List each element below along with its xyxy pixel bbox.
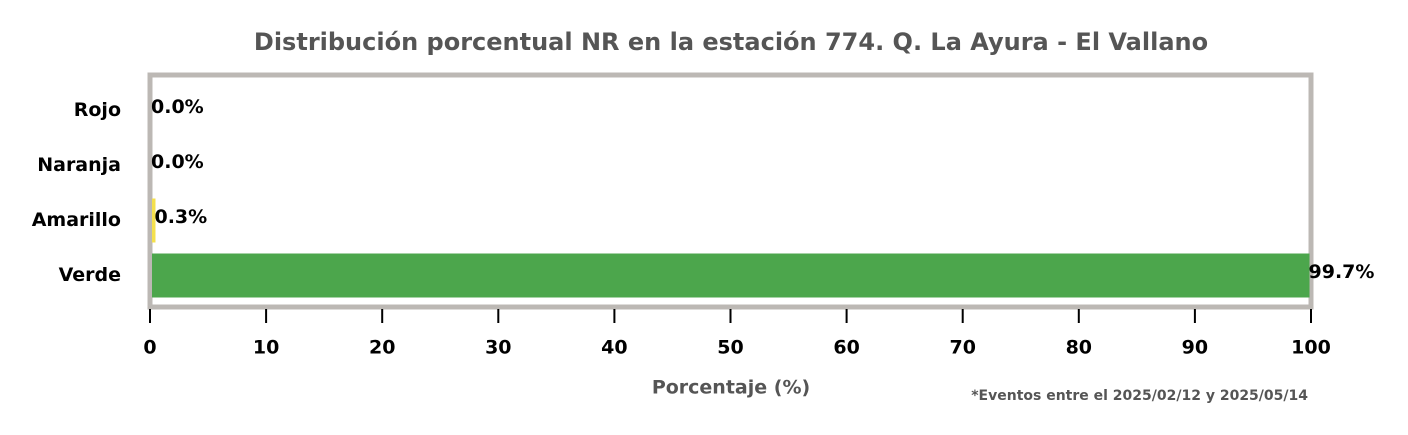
y-tick-label: Naranja (37, 154, 121, 176)
x-tick-label: 80 (1066, 337, 1092, 359)
value-label: 0.0% (151, 151, 204, 173)
x-tick-label: 100 (1291, 337, 1331, 359)
y-tick-label: Rojo (74, 99, 121, 121)
value-label: 0.0% (151, 96, 204, 118)
x-tick-label: 90 (1182, 337, 1208, 359)
x-tick-label: 50 (717, 337, 743, 359)
x-tick-label: 60 (833, 337, 859, 359)
x-tick-label: 0 (143, 337, 156, 359)
y-tick-label: Amarillo (32, 209, 121, 231)
x-tick-label: 10 (253, 337, 279, 359)
chart-title: Distribución porcentual NR en la estació… (254, 28, 1208, 56)
plot-frame (147, 72, 1314, 310)
annotation: *Eventos entre el 2025/02/12 y 2025/05/1… (971, 388, 1308, 404)
x-tick-label: 70 (949, 337, 975, 359)
x-axis-label: Porcentaje (%) (652, 377, 810, 399)
x-tick-label: 40 (601, 337, 627, 359)
value-label: 0.3% (154, 206, 207, 228)
value-label: 99.7% (1309, 261, 1375, 283)
x-tick-label: 30 (485, 337, 511, 359)
x-tick-label: 20 (369, 337, 395, 359)
y-tick-label: Verde (59, 264, 121, 286)
bar (152, 198, 156, 243)
bar (152, 253, 1310, 298)
